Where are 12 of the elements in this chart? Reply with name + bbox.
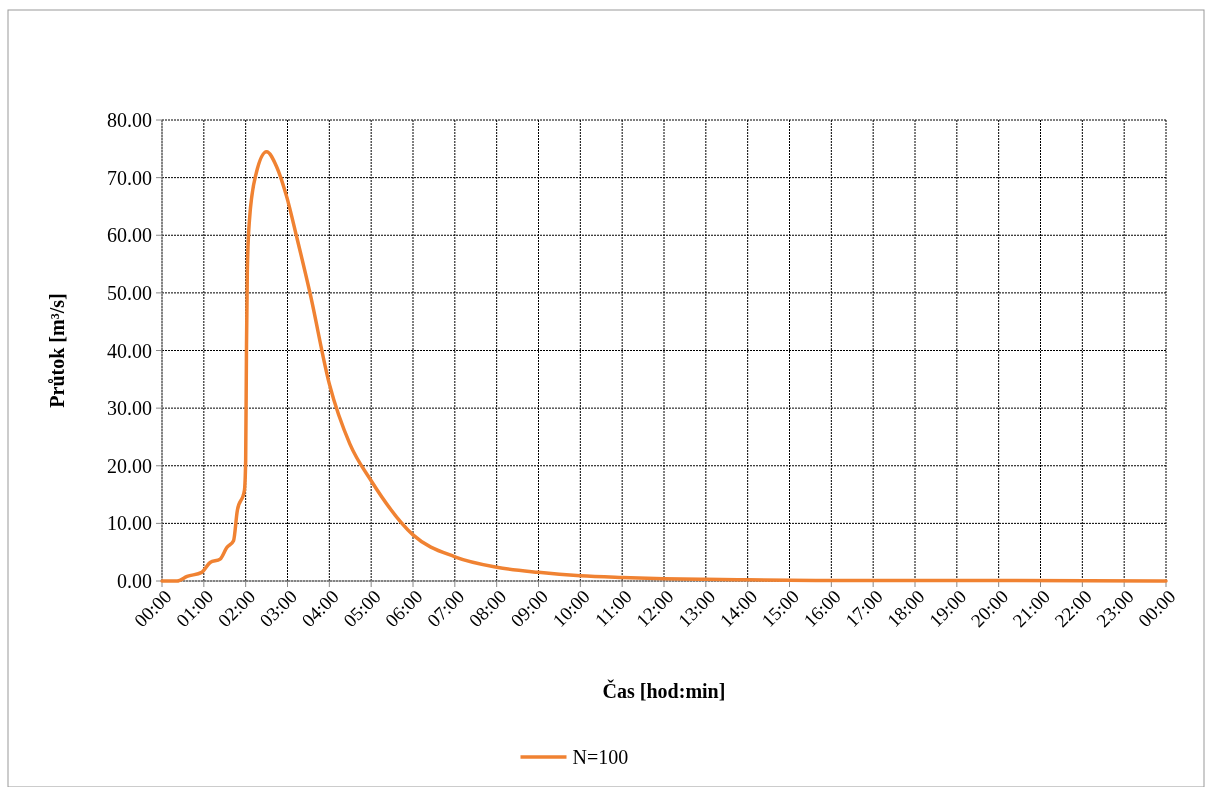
- y-tick-label: 40.00: [107, 339, 152, 362]
- y-tick-label: 50.00: [107, 281, 152, 304]
- x-axis-title: Čas [hod:min]: [602, 679, 726, 702]
- y-tick-label: 30.00: [107, 397, 152, 420]
- y-tick-label: 0.00: [117, 570, 152, 592]
- y-tick-label: 70.00: [107, 166, 152, 189]
- y-axis-title: Průtok [m³/s]: [46, 293, 68, 408]
- legend-label: N=100: [572, 746, 629, 768]
- y-tick-label: 20.00: [107, 454, 152, 477]
- y-tick-label: 60.00: [107, 224, 152, 247]
- y-tick-label: 10.00: [107, 512, 152, 535]
- y-tick-label: 80.00: [107, 109, 152, 131]
